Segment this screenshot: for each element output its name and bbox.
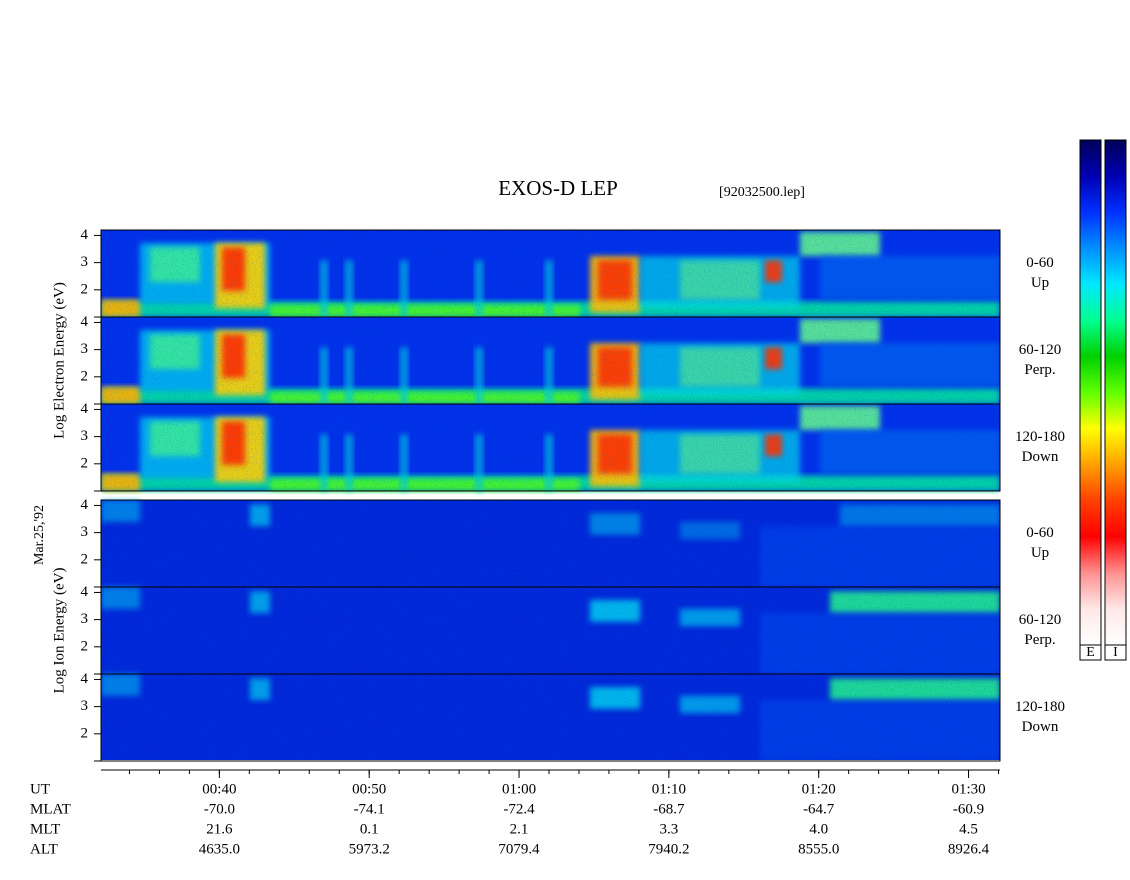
orbit-value: -60.9	[953, 801, 984, 817]
orbit-value: 7940.2	[648, 841, 689, 857]
panel-angle: 0-60	[1026, 255, 1054, 271]
y-tick-label: 4	[81, 584, 89, 600]
panel-angle: 0-60	[1026, 525, 1054, 541]
y-tick-label: 4	[81, 314, 89, 330]
group-frame	[100, 229, 1001, 492]
orbit-value: 3.3	[659, 821, 678, 837]
orbit-row-label: MLAT	[30, 801, 71, 817]
orbit-value: 7079.4	[498, 841, 540, 857]
y-tick-label: 2	[81, 281, 89, 297]
panel-direction: Down	[1022, 719, 1059, 735]
x-row-label: UT	[30, 781, 50, 797]
y-axis-label: Log Electron Energy (eV)	[51, 282, 67, 439]
y-tick-label: 4	[81, 227, 89, 243]
y-axis-label: Log Ion Energy (eV)	[51, 568, 67, 694]
x-tick-label: 00:50	[352, 781, 386, 797]
group-frame	[100, 499, 1001, 762]
y-tick-label: 3	[81, 524, 89, 540]
orbit-value: -70.0	[204, 801, 235, 817]
orbit-value: -68.7	[653, 801, 685, 817]
panel-noise	[101, 404, 1000, 491]
orbit-row-label: MLT	[30, 821, 60, 837]
spectrogram-imagery	[101, 230, 1000, 760]
y-tick-label: 2	[81, 725, 89, 741]
y-tick-label: 3	[81, 698, 89, 714]
y-tick-label: 3	[81, 341, 89, 357]
orbit-value: 4.0	[809, 821, 828, 837]
panel-direction: Perp.	[1024, 632, 1055, 648]
panel-direction: Up	[1031, 275, 1049, 291]
panel-angle: 120-180	[1015, 429, 1065, 445]
orbit-value: -74.1	[354, 801, 385, 817]
title: EXOS-D LEP	[498, 176, 618, 200]
y-tick-label: 2	[81, 638, 89, 654]
panel-noise	[101, 500, 1000, 587]
x-tick-label: 00:40	[202, 781, 236, 797]
date-label: Mar.25,'92	[32, 505, 47, 565]
y-tick-label: 3	[81, 428, 89, 444]
colorbar-label-box	[1079, 644, 1102, 661]
panel-direction: Down	[1022, 449, 1059, 465]
panel-noise	[101, 587, 1000, 674]
panel-angle: 120-180	[1015, 699, 1065, 715]
orbit-value: 5973.2	[349, 841, 390, 857]
y-tick-label: 4	[81, 671, 89, 687]
orbit-value: 8555.0	[798, 841, 839, 857]
panel-noise	[101, 674, 1000, 760]
panel-noise	[101, 317, 1000, 404]
y-tick-label: 4	[81, 497, 89, 513]
colorbar-label: E	[1086, 645, 1095, 660]
orbit-value: 2.1	[510, 821, 529, 837]
x-tick-label: 01:20	[802, 781, 836, 797]
x-tick-label: 01:10	[652, 781, 686, 797]
x-tick-label: 01:00	[502, 781, 536, 797]
panel-direction: Up	[1031, 545, 1049, 561]
y-tick-label: 2	[81, 368, 89, 384]
colorbar-label: I	[1113, 645, 1118, 660]
y-tick-label: 2	[81, 455, 89, 471]
orbit-value: 0.1	[360, 821, 379, 837]
orbit-value: 4.5	[959, 821, 978, 837]
panel-angle: 60-120	[1019, 342, 1062, 358]
orbit-row-label: ALT	[30, 841, 58, 857]
panel-angle: 60-120	[1019, 612, 1062, 628]
y-tick-label: 2	[81, 551, 89, 567]
colorbar	[1104, 139, 1127, 646]
panel-direction: Perp.	[1024, 362, 1055, 378]
orbit-value: -72.4	[503, 801, 535, 817]
file-label: [92032500.lep]	[719, 185, 805, 200]
panel-noise	[101, 230, 1000, 317]
orbit-value: 4635.0	[199, 841, 240, 857]
y-tick-label: 4	[81, 401, 89, 417]
orbit-value: 21.6	[206, 821, 233, 837]
orbit-value: -64.7	[803, 801, 835, 817]
colorbar	[1079, 139, 1102, 646]
orbit-value: 8926.4	[948, 841, 990, 857]
colorbar-label-box	[1104, 644, 1127, 661]
y-tick-label: 3	[81, 254, 89, 270]
y-tick-label: 3	[81, 611, 89, 627]
x-tick-label: 01:30	[951, 781, 985, 797]
